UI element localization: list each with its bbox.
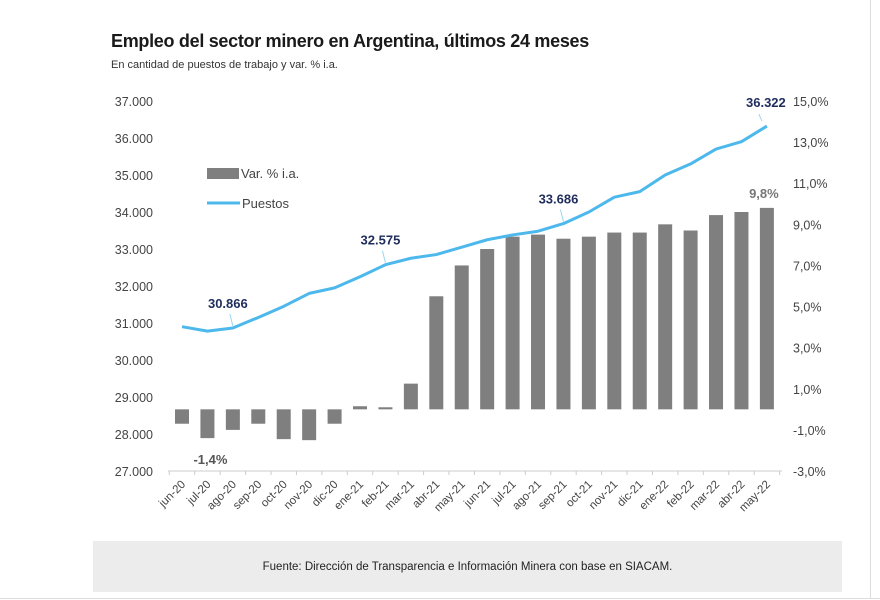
left-y-tick-label: 30.000 (115, 354, 153, 368)
annotation-leader (229, 313, 234, 327)
bar-var-ia (251, 409, 266, 424)
chart-subtitle: En cantidad de puestos de trabajo y var.… (111, 59, 338, 71)
bar-var-ia (378, 407, 393, 410)
left-y-tick-label: 28.000 (115, 428, 153, 442)
x-tick-label: jun-20 (156, 479, 188, 511)
left-y-tick-label: 32.000 (115, 280, 153, 294)
bar-var-ia (302, 409, 317, 441)
right-y-tick-label: 9,0% (793, 218, 822, 232)
bar-var-ia (658, 224, 673, 410)
source-text: Fuente: Dirección de Transparencia e Inf… (262, 560, 673, 573)
annotation-puestos: 33.686 (539, 192, 579, 207)
left-y-tick-label: 36.000 (115, 132, 153, 146)
bar-var-ia (683, 230, 698, 410)
chart-title: Empleo del sector minero en Argentina, ú… (111, 31, 589, 51)
x-tick-label: nov-20 (282, 479, 315, 512)
bar-var-ia (607, 232, 622, 410)
annotation-leader (381, 250, 386, 263)
bar-var-ia (353, 406, 368, 410)
annotation-var: -1,4% (193, 452, 227, 467)
annotation-var: 9,8% (749, 186, 779, 201)
right-y-tick-label: -3,0% (793, 465, 826, 479)
bar-var-ia (175, 409, 189, 424)
x-tick-label: sep-20 (231, 479, 264, 512)
right-y-tick-label: 13,0% (793, 136, 828, 150)
bar-var-ia (225, 409, 240, 430)
legend-label-puestos: Puestos (242, 196, 289, 211)
legend-label-var: Var. % i.a. (241, 166, 299, 181)
bar-var-ia (200, 409, 215, 439)
left-y-tick-label: 35.000 (115, 169, 153, 183)
bar-var-ia (276, 409, 291, 440)
legend-bar-swatch (207, 168, 239, 179)
bar-var-ia (531, 234, 546, 410)
bar-var-ia (759, 207, 774, 410)
right-y-tick-label: 1,0% (793, 383, 822, 397)
annotation-puestos: 32.575 (361, 233, 401, 248)
bar-var-ia (403, 383, 418, 410)
right-y-tick-label: 7,0% (793, 259, 822, 273)
divider (0, 598, 880, 599)
annotation-puestos: 36.322 (746, 95, 786, 110)
bar-var-ia (505, 236, 520, 410)
annotation-puestos: 30.866 (208, 296, 248, 311)
left-y-tick-label: 31.000 (115, 317, 153, 331)
left-y-tick-label: 34.000 (115, 206, 153, 220)
annotation-leader (559, 209, 564, 222)
bar-var-ia (581, 236, 596, 410)
bar-var-ia (454, 265, 469, 410)
x-tick-label: nov-21 (587, 479, 620, 512)
right-y-tick-label: 5,0% (793, 301, 822, 315)
left-y-tick-label: 33.000 (115, 243, 153, 257)
x-tick-label: jun-21 (461, 479, 493, 511)
bar-var-ia (632, 232, 647, 410)
x-tick-label: ene-21 (332, 479, 366, 513)
right-y-tick-label: 11,0% (793, 177, 828, 191)
x-tick-label: sep-21 (536, 479, 569, 512)
bar-var-ia (429, 296, 444, 410)
right-y-tick-label: 3,0% (793, 342, 822, 356)
divider (870, 0, 871, 598)
right-y-tick-label: -1,0% (793, 424, 826, 438)
bar-var-ia (327, 409, 342, 424)
right-y-tick-label: 15,0% (793, 95, 828, 109)
left-y-tick-label: 27.000 (115, 465, 153, 479)
bar-var-ia (734, 212, 749, 410)
bar-var-ia (709, 215, 724, 410)
bar-var-ia (556, 238, 571, 410)
x-tick-label: ene-22 (637, 479, 671, 513)
left-y-tick-label: 29.000 (115, 391, 153, 405)
left-y-tick-label: 37.000 (115, 95, 153, 109)
source-footer: Fuente: Dirección de Transparencia e Inf… (93, 541, 842, 592)
bar-var-ia (480, 249, 495, 410)
line-puestos (181, 124, 768, 333)
annotation-leader (758, 113, 763, 122)
